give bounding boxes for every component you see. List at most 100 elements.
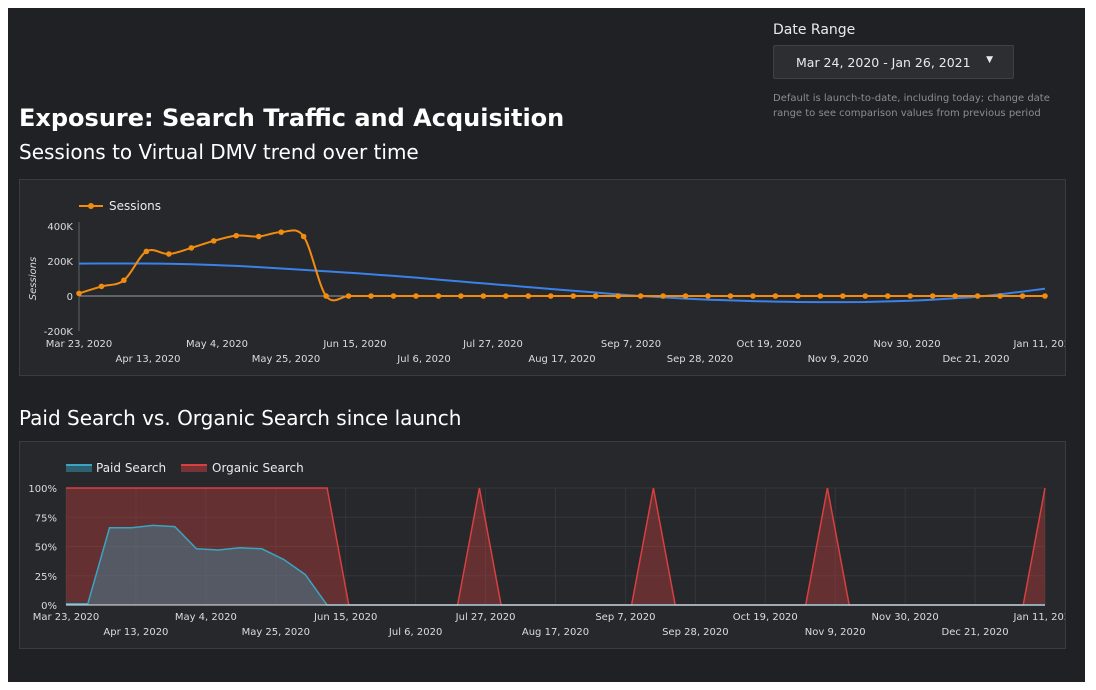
sessions-point: [862, 293, 869, 299]
x-tick-label: Sep 28, 2020: [667, 354, 734, 365]
sessions-point: [727, 293, 734, 299]
sessions-point: [413, 293, 419, 299]
x-tick-label: Jul 27, 2020: [455, 612, 516, 623]
legend-organic-label: Organic Search: [212, 461, 304, 475]
date-range-value: Mar 24, 2020 - Jan 26, 2021: [796, 55, 971, 70]
x-tick-label: Jun 15, 2020: [322, 339, 386, 350]
x-tick-label: Dec 21, 2020: [942, 627, 1009, 638]
sessions-point: [637, 293, 644, 299]
sessions-chart-title: Sessions to Virtual DMV trend over time: [19, 140, 419, 164]
x-tick-label: Sep 7, 2020: [595, 612, 655, 623]
x-tick-label: Nov 30, 2020: [873, 339, 940, 350]
sessions-point: [255, 233, 262, 240]
x-tick-label: Sep 7, 2020: [601, 339, 661, 350]
x-tick-label: Apr 13, 2020: [115, 354, 180, 365]
y-tick-label: 50%: [35, 543, 57, 554]
legend-organic-swatch: [181, 465, 207, 472]
dropdown-arrow-icon: ▼: [986, 55, 993, 65]
x-tick-label: Nov 9, 2020: [805, 627, 866, 638]
x-tick-label: Nov 9, 2020: [808, 354, 869, 365]
dashboard-canvas: Date Range Mar 24, 2020 - Jan 26, 2021 ▼…: [8, 8, 1085, 682]
sessions-point: [368, 293, 374, 299]
y-tick-label: 400K: [47, 222, 73, 233]
x-tick-label: Jan 11, 2021: [1012, 612, 1065, 623]
sessions-point: [76, 290, 82, 297]
sessions-point: [1019, 293, 1026, 299]
sessions-point: [503, 293, 509, 299]
sessions-point: [480, 293, 487, 299]
sessions-point: [278, 229, 284, 235]
sessions-point: [907, 293, 914, 299]
sessions-point: [547, 293, 554, 299]
x-tick-label: Mar 23, 2020: [46, 339, 113, 350]
sessions-point: [300, 233, 307, 240]
y-tick-label: 25%: [35, 572, 57, 583]
x-tick-label: Jan 11, 2021: [1012, 339, 1065, 350]
sessions-point: [390, 293, 397, 299]
y-tick-label: 200K: [47, 257, 73, 268]
sessions-chart-panel: -200K 0 200K 400K Sessions Mar 23, 2020 Apr 13…: [19, 179, 1077, 376]
paid-area: [66, 525, 1045, 605]
organic-area: [66, 488, 1045, 605]
sessions-point: [660, 293, 666, 299]
sessions-point: [750, 293, 756, 299]
sessions-point: [435, 293, 442, 299]
y-tick-label: 100%: [28, 484, 57, 495]
x-tick-label: Jun 15, 2020: [313, 612, 377, 623]
y-tick-label: 75%: [35, 513, 57, 524]
sessions-point: [233, 232, 240, 239]
sessions-point: [166, 251, 172, 257]
legend-paid-label: Paid Search: [96, 461, 166, 475]
sessions-point: [121, 277, 127, 284]
x-tick-label: Mar 23, 2020: [33, 612, 100, 623]
sessions-point: [884, 293, 891, 299]
y-tick-label: 0: [67, 292, 73, 303]
x-tick-label: Aug 17, 2020: [522, 627, 589, 638]
sessions-point: [615, 293, 621, 299]
sessions-point: [592, 293, 599, 299]
search-chart-panel: 0% 25% 50% 75% 100% Mar 23, 2020 Apr 13, 2020 M…: [19, 441, 1077, 649]
x-tick-label: Aug 17, 2020: [528, 354, 595, 365]
x-tick-label: May 25, 2020: [242, 627, 310, 638]
date-range-help-text: Default is launch-to-date, including tod…: [773, 93, 1050, 119]
sessions-point: [682, 293, 689, 299]
x-tick-label: Sep 28, 2020: [662, 627, 729, 638]
sessions-point: [570, 293, 577, 299]
sessions-point: [188, 245, 195, 251]
x-tick-label: May 25, 2020: [252, 354, 320, 365]
x-tick-label: Jul 27, 2020: [462, 339, 523, 350]
sessions-point: [997, 293, 1003, 299]
sessions-point: [210, 238, 217, 244]
x-tick-label: Jul 6, 2020: [396, 354, 450, 365]
page-title: Exposure: Search Traffic and Acquisition: [19, 104, 565, 132]
search-chart-title: Paid Search vs. Organic Search since lau…: [19, 406, 462, 430]
sessions-point: [840, 293, 846, 299]
sessions-point: [345, 293, 352, 299]
sessions-point: [705, 293, 711, 299]
trend-line: [78, 262, 1046, 304]
y-tick-label: -200K: [44, 327, 74, 338]
sessions-point: [817, 293, 824, 299]
x-tick-label: Jul 6, 2020: [388, 627, 442, 638]
sessions-point: [525, 293, 532, 299]
sessions-point: [323, 293, 329, 299]
sessions-point: [98, 283, 105, 290]
sessions-point: [1042, 293, 1048, 299]
date-range-label: Date Range: [773, 22, 856, 38]
date-range-dropdown[interactable]: Mar 24, 2020 - Jan 26, 2021 ▼: [773, 45, 1014, 79]
x-tick-label: Oct 19, 2020: [737, 339, 802, 350]
x-tick-label: Apr 13, 2020: [103, 627, 168, 638]
sessions-point: [458, 293, 464, 299]
y-axis-label: Sessions: [28, 257, 39, 300]
legend-sessions-label: Sessions: [109, 199, 161, 213]
sessions-point: [795, 293, 801, 299]
legend-sessions-marker: [88, 203, 94, 209]
sessions-point: [952, 293, 958, 299]
x-tick-label: May 4, 2020: [175, 612, 237, 623]
sessions-point: [143, 248, 150, 255]
legend-paid-swatch: [66, 465, 92, 472]
x-tick-label: May 4, 2020: [186, 339, 248, 350]
x-tick-label: Oct 19, 2020: [733, 612, 798, 623]
